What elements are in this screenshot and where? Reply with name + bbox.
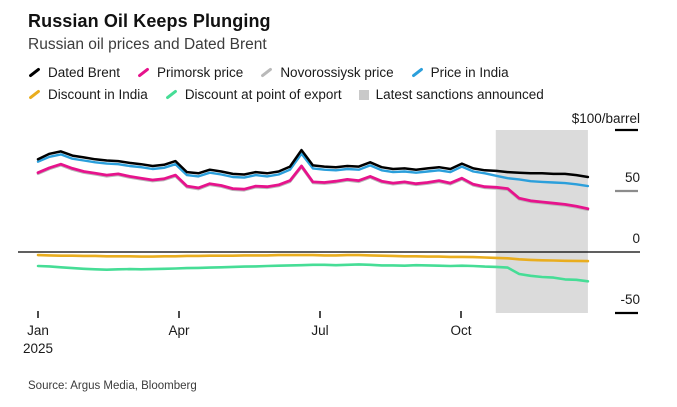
series-line-primorsk-price	[36, 162, 590, 211]
legend-item-discount-in-india: Discount in India	[28, 87, 148, 102]
legend-item-novorossiysk-price: Novorossiysk price	[260, 65, 394, 80]
source-credit: Source: Argus Media, Bloomberg	[28, 380, 197, 392]
line-swatch-icon	[28, 89, 41, 100]
legend-item-latest-sanctions-announced: Latest sanctions announced	[358, 87, 544, 102]
legend-label: Primorsk price	[157, 65, 244, 80]
line-swatch-icon	[260, 67, 273, 78]
legend-label: Dated Brent	[48, 65, 121, 80]
legend-item-primorsk-price: Primorsk price	[137, 65, 243, 80]
line-swatch-icon	[137, 67, 150, 78]
x-tick-label-jul: Jul	[311, 323, 329, 338]
legend-label: Price in India	[430, 65, 509, 80]
legend-label: Latest sanctions announced	[375, 87, 544, 102]
x-tick-label-apr: Apr	[168, 323, 190, 338]
legend-item-discount-at-point-of-export: Discount at point of export	[165, 87, 342, 102]
chart-subtitle: Russian oil prices and Dated Brent	[28, 36, 267, 53]
legend-label: Discount in India	[48, 87, 148, 102]
legend-label: Novorossiysk price	[280, 65, 394, 80]
chart-title: Russian Oil Keeps Plunging	[28, 11, 271, 31]
line-swatch-icon	[411, 67, 424, 78]
series-line-discount-in-india	[36, 253, 590, 263]
legend: Dated Brent Primorsk price Novorossiysk pr…	[28, 62, 658, 105]
x-tick-label-jan: Jan 2025	[22, 323, 54, 356]
series-line-dated-brent	[36, 148, 590, 179]
shaded-region-swatch-icon	[358, 89, 369, 100]
sanctions-band	[495, 130, 588, 313]
line-swatch-icon	[28, 67, 41, 78]
legend-item-dated-brent: Dated Brent	[28, 65, 120, 80]
legend-label: Discount at point of export	[184, 87, 342, 102]
y-axis-unit-label: $100/barrel	[571, 111, 640, 126]
y-tick-label--50: -50	[620, 292, 640, 307]
y-tick-label-50: 50	[624, 170, 640, 185]
x-tick-label-oct: Oct	[450, 323, 472, 338]
line-swatch-icon	[165, 89, 178, 100]
y-tick-label-0: 0	[632, 231, 640, 246]
series-line-discount-at-point-of-export	[36, 263, 590, 283]
legend-row: Dated Brent Primorsk price Novorossiysk pr…	[28, 62, 658, 83]
series-line-price-in-india	[36, 152, 590, 188]
legend-row: Discount in India Discount at point of ex…	[28, 84, 658, 105]
legend-item-price-in-india: Price in India	[411, 65, 509, 80]
